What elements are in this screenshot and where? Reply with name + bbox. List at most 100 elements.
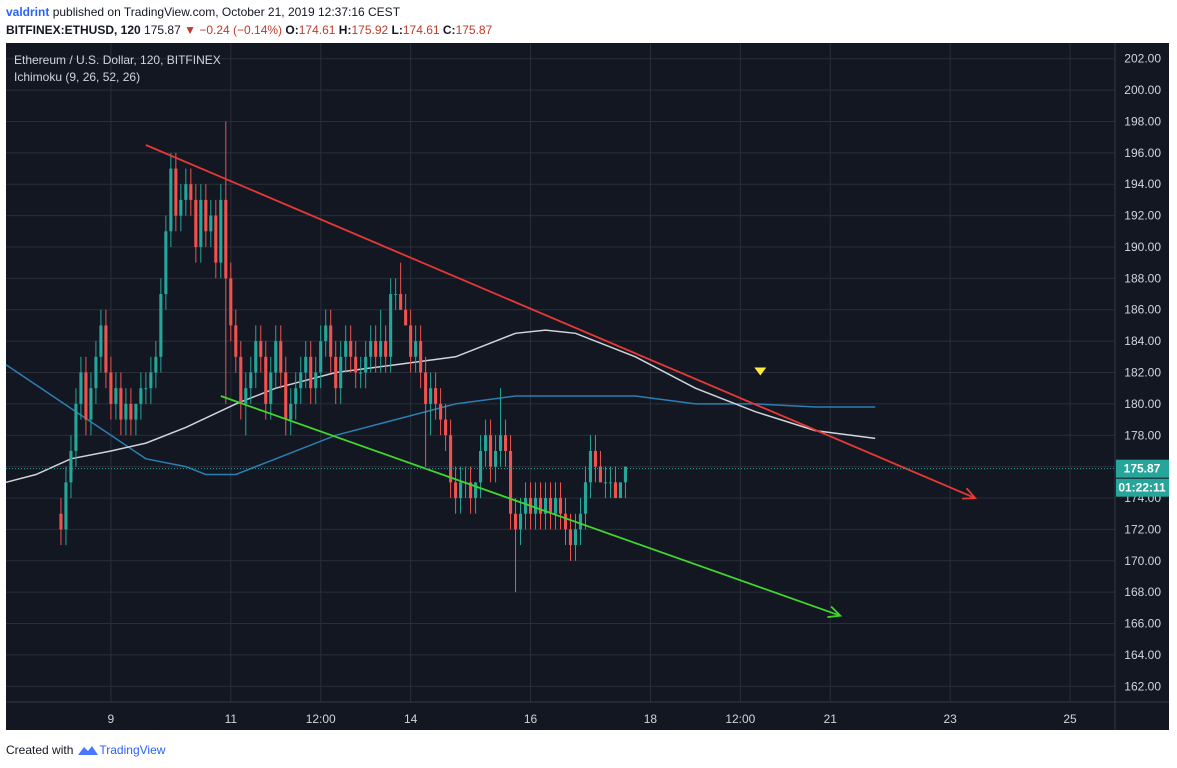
time-tick-label: 11 [225,712,238,726]
candle-body [314,372,318,389]
trendlines [145,144,978,619]
candle-body [234,325,238,357]
candle-body [129,403,133,420]
last-price-label: 175.87 [1124,462,1161,476]
candle-body [144,388,148,390]
resistance-arrow-icon [962,487,978,500]
candle-body [64,482,68,530]
candle-body [229,278,233,326]
candle-body [404,309,408,326]
candle-body [114,388,118,404]
candle-body [434,388,438,404]
candle-body [164,231,168,295]
candle-body [384,341,388,357]
price-tick-label: 170.00 [1124,554,1161,568]
price-tick-label: 186.00 [1124,303,1161,317]
candle-body [329,325,333,357]
countdown-tag [1116,478,1169,497]
candle-body [254,341,258,373]
candle-body [538,498,543,514]
price-tick-label: 200.00 [1124,83,1161,97]
candle-body [558,498,563,514]
down-arrow-icon: ▼ [184,23,196,37]
countdown-label: 01:22:11 [1118,481,1166,495]
candle-body [244,388,248,404]
candle-body [59,513,63,530]
time-tick-label: 25 [1063,712,1077,726]
support-trendline [220,395,841,617]
candle-body [578,513,583,530]
candle-body [563,513,568,530]
candle-body [603,482,608,484]
candle-body [204,199,208,232]
high-label: H: [338,23,352,37]
candle-body [389,294,393,357]
candle-body [504,435,508,451]
candle-body [568,529,573,546]
publish-text: published on TradingView.com, October 21… [52,5,401,19]
candle-body [119,388,123,420]
open-value: 174.61 [298,23,336,37]
candle-body [194,199,198,247]
candle-body [379,341,383,357]
time-tick-label: 21 [824,712,838,726]
time-tick-label: 12:00 [725,712,755,726]
price-axis[interactable]: 202.00 200.00 198.00 196.00 194.00 192.00 190.… [1124,52,1161,694]
candle-body [269,372,273,404]
last-price-tag [1116,459,1169,478]
candle-body [419,341,423,373]
candle-body [94,356,98,389]
candle-body [239,356,243,404]
footer: Created with TradingView [6,743,165,757]
time-tick-label: 16 [524,712,538,726]
candle-body [474,482,478,499]
candle-body [79,372,83,404]
candle-body [284,372,288,420]
created-with-text: Created with [6,743,74,757]
author-name[interactable]: valdrint [6,5,50,19]
resistance-trendline [145,144,976,499]
candle-body [454,482,458,499]
change-text: −0.24 (−0.14%) [199,23,283,37]
candle-body [494,450,498,467]
price-tick-label: 178.00 [1124,428,1161,442]
candle-body [224,199,228,279]
price-tick-label: 168.00 [1124,585,1161,599]
ohlc-line: BITFINEX:ETHUSD, 120 175.87 ▼ −0.24 (−0.… [6,23,492,37]
price-tick-label: 192.00 [1124,209,1161,223]
candle-body [109,372,113,404]
candle-body [319,341,323,373]
tradingview-logo-icon [78,746,99,755]
price-tick-label: 194.00 [1124,177,1161,191]
candle-body [484,435,488,451]
candle-body [374,341,378,357]
candle-body [508,450,513,514]
candles [59,121,627,593]
price-chart[interactable]: 202.00 200.00 198.00 196.00 194.00 192.00 190.… [0,0,1177,740]
candle-body [588,450,593,483]
candle-body [104,325,108,373]
time-tick-label: 14 [404,712,418,726]
candle-body [134,403,138,420]
time-axis[interactable]: 9 11 12:00 14 16 18 12:00 21 23 25 [108,712,1077,726]
candle-body [154,356,158,373]
candle-body [449,435,453,483]
candle-body [618,482,622,499]
close-label: C: [442,23,456,37]
candle-body [608,482,613,484]
signal-marker-icon [754,367,767,376]
candle-body [479,450,483,483]
tradingview-brand[interactable]: TradingView [77,743,165,757]
candle-body [294,388,298,404]
candle-body [184,184,188,200]
candle-body [543,498,548,514]
candle-body [174,168,178,216]
candle-body [274,341,278,373]
candle-body [339,356,343,389]
candle-body [309,356,313,389]
candle-body [99,325,103,357]
candle-body [354,356,358,373]
indicator-legend[interactable]: Ichimoku (9, 26, 52, 26) [14,70,140,84]
candle-body [199,199,203,247]
candle-body [139,388,143,404]
